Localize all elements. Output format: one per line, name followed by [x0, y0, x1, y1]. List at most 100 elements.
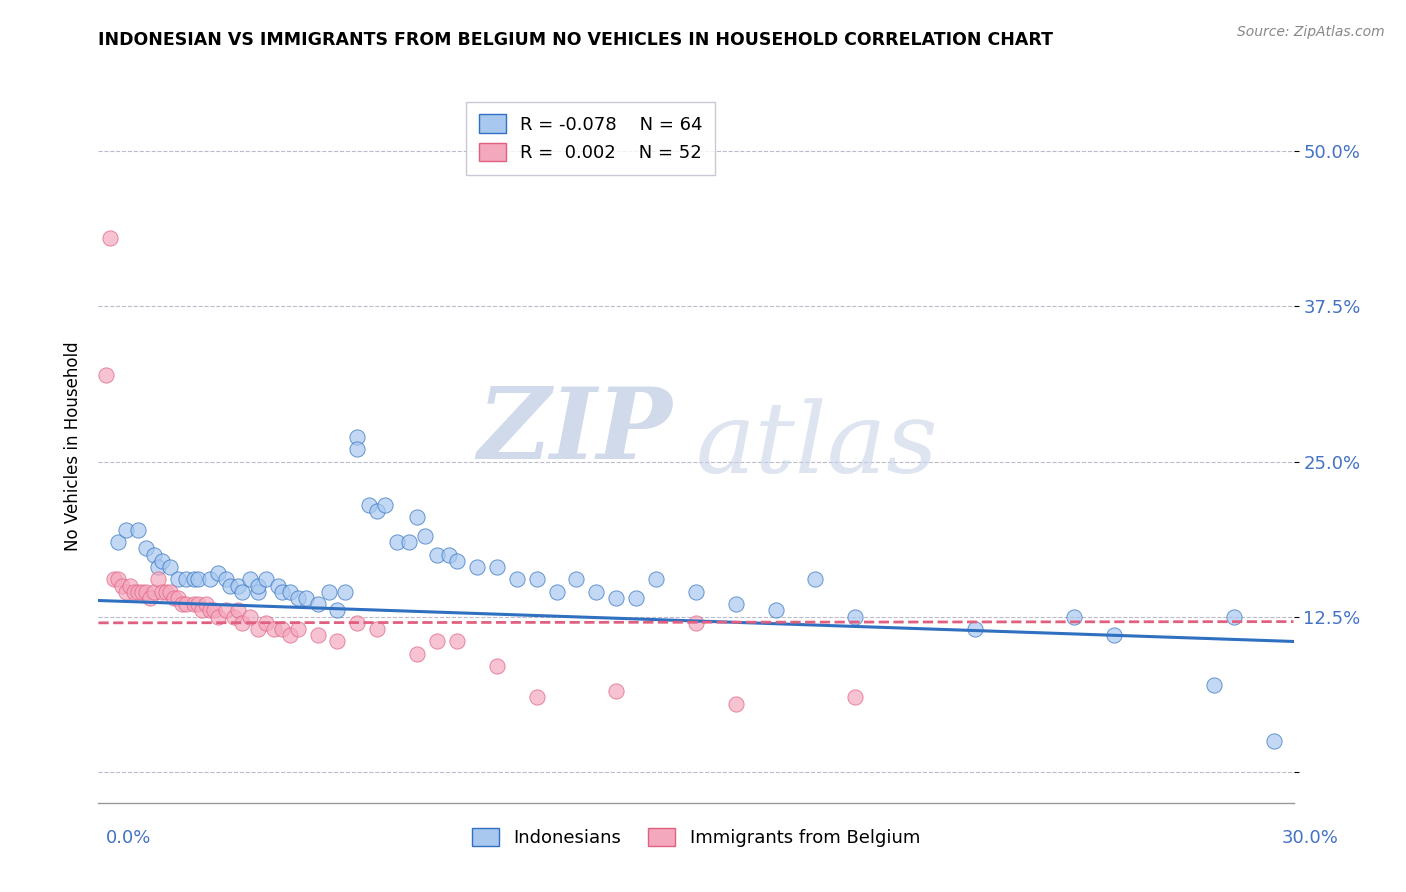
- Point: [215, 573, 238, 587]
- Point: [103, 573, 125, 587]
- Point: [685, 584, 707, 599]
- Point: [198, 573, 221, 587]
- Point: [287, 591, 309, 605]
- Point: [222, 609, 245, 624]
- Point: [174, 597, 197, 611]
- Point: [226, 603, 249, 617]
- Point: [231, 584, 253, 599]
- Point: [143, 584, 166, 599]
- Point: [254, 573, 277, 587]
- Point: [127, 523, 149, 537]
- Point: [183, 597, 205, 611]
- Point: [143, 548, 166, 562]
- Point: [239, 573, 262, 587]
- Text: 0.0%: 0.0%: [105, 829, 150, 847]
- Point: [167, 591, 190, 605]
- Point: [148, 573, 170, 587]
- Point: [406, 510, 429, 524]
- Point: [187, 597, 209, 611]
- Point: [195, 597, 218, 611]
- Point: [111, 579, 134, 593]
- Point: [335, 584, 357, 599]
- Point: [526, 690, 548, 705]
- Point: [191, 603, 214, 617]
- Point: [263, 622, 285, 636]
- Point: [765, 603, 787, 617]
- Point: [626, 591, 648, 605]
- Y-axis label: No Vehicles in Household: No Vehicles in Household: [63, 341, 82, 551]
- Point: [1104, 628, 1126, 642]
- Point: [326, 634, 349, 648]
- Point: [159, 584, 181, 599]
- Point: [605, 591, 627, 605]
- Point: [1223, 609, 1246, 624]
- Text: Source: ZipAtlas.com: Source: ZipAtlas.com: [1237, 25, 1385, 38]
- Point: [139, 591, 162, 605]
- Point: [135, 584, 157, 599]
- Point: [546, 584, 568, 599]
- Point: [844, 690, 866, 705]
- Point: [307, 597, 329, 611]
- Point: [446, 634, 468, 648]
- Point: [359, 498, 381, 512]
- Point: [1202, 678, 1225, 692]
- Point: [685, 615, 707, 630]
- Point: [366, 622, 388, 636]
- Text: atlas: atlas: [696, 399, 939, 493]
- Point: [127, 584, 149, 599]
- Point: [98, 231, 122, 245]
- Point: [107, 535, 129, 549]
- Point: [207, 609, 229, 624]
- Point: [645, 573, 668, 587]
- Point: [326, 603, 349, 617]
- Point: [385, 535, 409, 549]
- Point: [115, 523, 138, 537]
- Point: [219, 579, 242, 593]
- Point: [150, 554, 173, 568]
- Point: [485, 659, 508, 673]
- Point: [724, 597, 747, 611]
- Point: [1063, 609, 1085, 624]
- Point: [307, 628, 329, 642]
- Point: [163, 591, 186, 605]
- Point: [565, 573, 588, 587]
- Point: [270, 584, 292, 599]
- Point: [406, 647, 429, 661]
- Point: [465, 560, 488, 574]
- Point: [605, 684, 627, 698]
- Point: [278, 628, 301, 642]
- Point: [437, 548, 460, 562]
- Text: 30.0%: 30.0%: [1282, 829, 1339, 847]
- Point: [96, 368, 118, 382]
- Point: [135, 541, 157, 556]
- Point: [198, 603, 221, 617]
- Point: [150, 584, 173, 599]
- Point: [318, 584, 340, 599]
- Point: [366, 504, 388, 518]
- Point: [124, 584, 146, 599]
- Point: [202, 603, 225, 617]
- Point: [485, 560, 508, 574]
- Point: [246, 584, 269, 599]
- Text: ZIP: ZIP: [477, 384, 672, 480]
- Point: [254, 615, 277, 630]
- Point: [131, 584, 153, 599]
- Point: [346, 442, 368, 456]
- Point: [844, 609, 866, 624]
- Point: [246, 579, 269, 593]
- Point: [398, 535, 420, 549]
- Point: [413, 529, 436, 543]
- Point: [270, 622, 292, 636]
- Point: [278, 584, 301, 599]
- Point: [426, 634, 449, 648]
- Point: [107, 573, 129, 587]
- Point: [239, 609, 262, 624]
- Legend: Indonesians, Immigrants from Belgium: Indonesians, Immigrants from Belgium: [464, 821, 928, 855]
- Point: [446, 554, 468, 568]
- Point: [207, 566, 229, 581]
- Point: [167, 573, 190, 587]
- Point: [120, 579, 142, 593]
- Point: [231, 615, 253, 630]
- Point: [155, 584, 177, 599]
- Point: [346, 615, 368, 630]
